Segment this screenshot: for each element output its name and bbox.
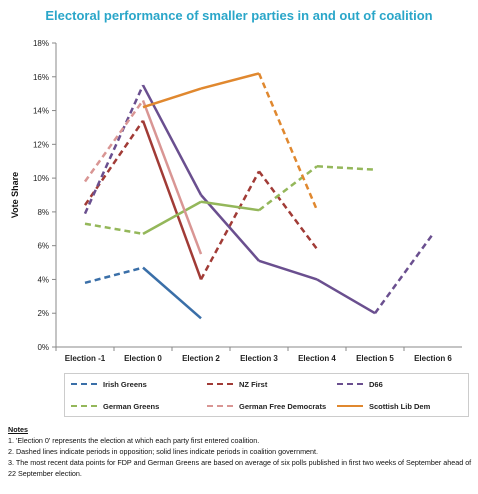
y-tick-label: 4%	[37, 275, 49, 284]
note-line-3: 3. The most recent data points for FDP a…	[8, 458, 472, 478]
line-chart: 0% 2% 4% 6% 8% 10% 12% 14% 16% 18% Election -1 Elec…	[10, 39, 462, 363]
series-nz-first	[83, 119, 319, 281]
series-segment	[257, 170, 319, 250]
series-segment	[258, 165, 318, 212]
chart-title: Electoral performance of smaller parties…	[45, 8, 433, 23]
series-d66	[83, 84, 435, 315]
y-tick-label: 16%	[33, 73, 49, 82]
legend-item: NZ First	[207, 378, 267, 390]
legend-item: D66	[337, 378, 383, 390]
series-german-greens	[84, 165, 376, 236]
x-tick-label: Election 6	[414, 354, 452, 363]
legend-swatch	[71, 383, 97, 385]
series-segment	[141, 120, 203, 280]
legend-swatch	[207, 383, 233, 385]
series-segment	[141, 99, 203, 255]
x-tick-label: Election 0	[124, 354, 162, 363]
x-tick-label: Election 4	[298, 354, 336, 363]
series-german-free-democrats	[83, 99, 203, 255]
series-segment	[258, 259, 318, 281]
series-lines	[83, 72, 435, 320]
legend-label: German Greens	[103, 401, 160, 411]
x-tick-label: Election 3	[240, 354, 278, 363]
legend-item: German Free Democrats	[207, 400, 326, 412]
series-segment	[142, 200, 202, 235]
axes: 0% 2% 4% 6% 8% 10% 12% 14% 16% 18% Election -1 Elec…	[10, 39, 462, 363]
series-segment	[200, 194, 260, 262]
legend-swatch	[207, 405, 233, 407]
series-segment	[200, 72, 260, 90]
series-segment	[142, 266, 202, 320]
series-scottish-lib-dem	[142, 72, 319, 211]
legend: Irish Greens NZ First D66 German Greens Germ…	[64, 373, 469, 417]
y-axis-title: Vote Share	[10, 172, 20, 218]
series-segment	[316, 165, 376, 171]
legend-label: Irish Greens	[103, 379, 147, 389]
legend-swatch	[337, 383, 363, 385]
series-irish-greens	[84, 266, 202, 320]
y-tick-label: 0%	[37, 343, 49, 352]
legend-swatch	[71, 405, 97, 407]
series-segment	[257, 72, 319, 211]
x-tick-label: Election 2	[182, 354, 220, 363]
legend-label: NZ First	[239, 379, 268, 389]
legend-swatch	[337, 405, 363, 407]
series-segment	[142, 87, 202, 109]
notes: Notes 1. 'Election 0' represents the ele…	[8, 424, 472, 479]
series-segment	[316, 278, 376, 315]
legend-item: Scottish Lib Dem	[337, 400, 430, 412]
notes-heading: Notes	[8, 425, 28, 434]
y-tick-label: 6%	[37, 242, 49, 251]
note-line-2: 2. Dashed lines indicate periods in oppo…	[8, 447, 319, 456]
series-segment	[84, 222, 144, 236]
series-segment	[84, 266, 144, 285]
x-tick-label: Election -1	[65, 354, 106, 363]
legend-item: Irish Greens	[71, 378, 147, 390]
note-line-1: 1. 'Election 0' represents the election …	[8, 436, 260, 445]
series-segment	[83, 84, 145, 215]
y-tick-label: 14%	[33, 107, 49, 116]
series-segment	[83, 119, 145, 206]
y-tick-label: 10%	[33, 174, 49, 183]
y-tick-label: 12%	[33, 140, 49, 149]
legend-label: Scottish Lib Dem	[369, 401, 431, 411]
y-tick-label: 2%	[37, 309, 49, 318]
legend-label: D66	[369, 379, 383, 389]
y-tick-label: 8%	[37, 208, 49, 217]
x-tick-label: Election 5	[356, 354, 394, 363]
series-segment	[199, 170, 261, 281]
legend-item: German Greens	[71, 400, 159, 412]
series-segment	[200, 200, 260, 212]
y-tick-label: 18%	[33, 39, 49, 48]
series-segment	[373, 233, 435, 314]
series-segment	[83, 99, 145, 183]
legend-label: German Free Democrats	[239, 401, 327, 411]
